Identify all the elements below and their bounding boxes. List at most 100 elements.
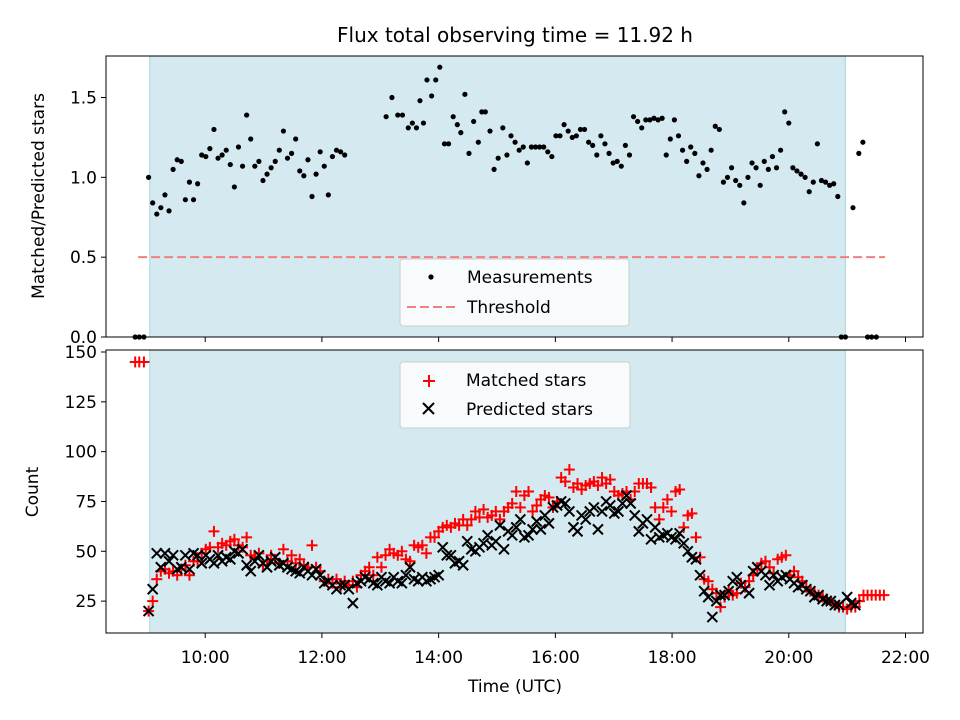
measurement-point	[235, 144, 242, 150]
count-y-tick-label: 75	[75, 492, 97, 512]
measurement-point	[569, 134, 575, 141]
measurement-point	[199, 152, 205, 158]
predicted-star-marker	[445, 549, 457, 561]
measurement-point	[712, 123, 718, 129]
predicted-star-marker	[506, 529, 518, 542]
predicted-star-marker	[767, 569, 780, 581]
predicted-star-marker	[563, 505, 576, 518]
count-y-axis-label: Count	[23, 466, 43, 517]
measurement-point	[399, 112, 406, 118]
count-x-tick-label: 22:00	[881, 648, 930, 668]
matched-star-marker	[878, 589, 890, 601]
measurement-point	[728, 165, 735, 171]
measurement-point	[154, 211, 160, 217]
measurement-point	[675, 133, 682, 139]
measurement-point	[850, 205, 856, 211]
matched-star-marker	[657, 501, 669, 513]
matched-legend-marker	[423, 375, 435, 387]
predicted-star-marker	[698, 585, 710, 597]
predicted-star-marker	[224, 553, 237, 565]
count-y-tick-label: 100	[65, 443, 97, 463]
predicted-star-marker	[151, 547, 163, 559]
matched-star-marker	[147, 595, 159, 607]
predicted-star-marker	[245, 565, 257, 577]
measurement-point	[500, 125, 506, 131]
measurement-point	[786, 120, 792, 126]
measurement-point	[491, 166, 497, 172]
predicted-star-marker	[592, 523, 604, 536]
measurement-point	[794, 168, 800, 174]
predicted-star-marker	[383, 577, 396, 589]
measurement-point	[293, 136, 299, 142]
measurement-point	[288, 150, 295, 156]
predicted-star-marker	[821, 595, 833, 607]
measurement-point	[581, 126, 588, 133]
predicted-star-marker	[731, 571, 743, 583]
measurements-legend-label: Measurements	[467, 268, 593, 288]
matched-star-marker	[572, 478, 584, 490]
count-x-tick-label: 20:00	[764, 648, 813, 668]
measurement-point	[606, 150, 612, 156]
predicted-star-marker	[142, 605, 155, 617]
measurement-point	[482, 109, 488, 115]
measurement-point	[433, 77, 439, 83]
count-y-tick-label: 50	[75, 542, 97, 562]
measurement-point	[708, 147, 714, 153]
measurement-point	[810, 179, 816, 185]
measurement-point	[761, 158, 767, 164]
matched-star-marker	[331, 573, 343, 585]
measurement-point	[856, 150, 862, 156]
measurement-point	[663, 152, 669, 158]
measurement-point	[577, 126, 584, 133]
measurement-point	[256, 158, 262, 164]
measurement-point	[798, 171, 804, 177]
measurement-point	[610, 160, 616, 166]
measurement-point	[827, 182, 833, 188]
count-x-tick-label: 18:00	[648, 648, 697, 668]
measurement-point	[325, 192, 331, 198]
measurement-point	[417, 98, 423, 104]
measurement-point	[454, 122, 460, 128]
predicted-star-marker	[526, 523, 539, 536]
count-plot-frame	[105, 349, 924, 634]
measurement-point	[724, 174, 731, 180]
predicted-star-marker	[714, 589, 727, 601]
predicted-star-marker	[212, 549, 224, 561]
measurement-point	[429, 93, 435, 99]
predicted-star-marker	[710, 595, 723, 607]
measurement-point	[630, 114, 637, 120]
measurement-point	[586, 139, 592, 145]
measurement-point	[508, 133, 514, 139]
measurement-point	[166, 208, 172, 214]
matched-star-marker	[563, 464, 575, 476]
matched-star-marker	[478, 503, 490, 515]
matched-star-marker	[661, 493, 673, 505]
measurement-point	[458, 130, 464, 136]
predicted-star-marker	[743, 587, 755, 599]
count-x-tick-label: 10:00	[181, 648, 230, 668]
measurement-point	[733, 177, 739, 184]
predicted-star-marker	[620, 489, 633, 502]
measurement-point	[301, 173, 307, 179]
measurement-point	[268, 165, 274, 171]
measurement-point	[424, 77, 430, 83]
matched-star-marker	[715, 601, 727, 613]
measurement-point	[700, 160, 706, 166]
measurement-point	[516, 147, 522, 153]
predicted-star-marker	[343, 583, 355, 595]
predicted-star-marker	[195, 557, 208, 569]
matched-star-marker	[335, 581, 347, 593]
predicted-star-marker	[155, 561, 167, 573]
predicted-star-marker	[314, 569, 326, 581]
matched-star-marker	[396, 545, 408, 557]
matched-star-marker	[559, 476, 571, 488]
predicted-star-marker	[571, 525, 584, 538]
measurement-point	[565, 128, 571, 134]
predicted-star-marker	[849, 599, 862, 611]
matched-star-marker	[780, 549, 792, 561]
predicted-star-marker	[269, 551, 281, 563]
measurement-point	[532, 144, 539, 150]
predicted-star-marker	[481, 529, 494, 542]
measurement-point	[383, 114, 389, 120]
measurement-point	[806, 189, 812, 195]
